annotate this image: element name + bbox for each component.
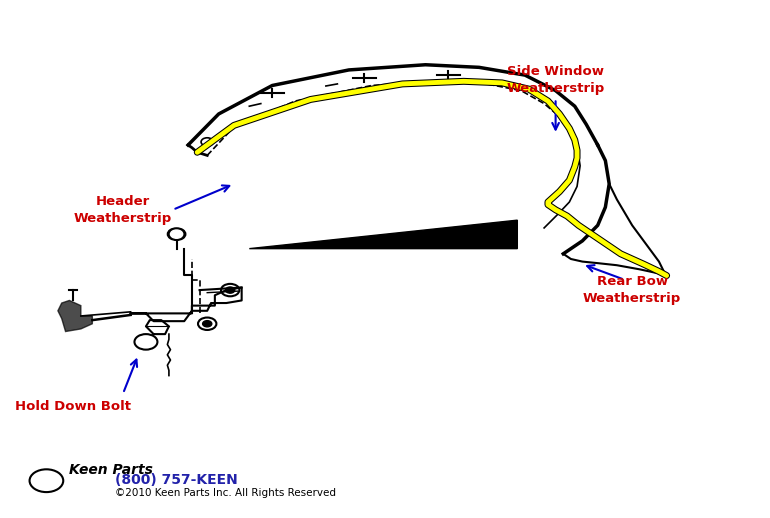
Text: Hold Down Bolt: Hold Down Bolt	[15, 400, 131, 413]
Polygon shape	[249, 220, 517, 249]
Text: (800) 757-KEEN: (800) 757-KEEN	[116, 473, 238, 487]
Text: ©2010 Keen Parts Inc. All Rights Reserved: ©2010 Keen Parts Inc. All Rights Reserve…	[116, 488, 336, 498]
Text: Header
Weatherstrip: Header Weatherstrip	[74, 195, 172, 225]
Text: Side Window
Weatherstrip: Side Window Weatherstrip	[507, 65, 604, 95]
Circle shape	[226, 287, 235, 293]
Circle shape	[203, 321, 212, 327]
Circle shape	[170, 230, 182, 238]
Polygon shape	[58, 300, 92, 332]
Circle shape	[167, 228, 186, 240]
Text: Keen Parts: Keen Parts	[69, 463, 153, 477]
Text: Rear Bow
Weatherstrip: Rear Bow Weatherstrip	[583, 275, 681, 305]
